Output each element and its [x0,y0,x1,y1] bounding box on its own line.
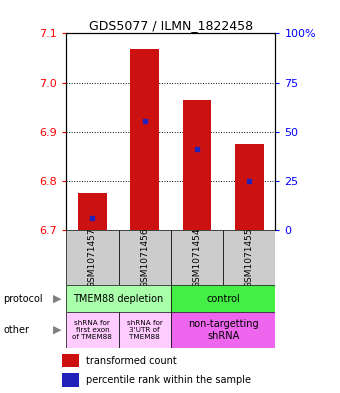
Bar [62,354,79,367]
Bar [235,144,264,230]
Bar [183,100,211,230]
Bar [62,373,79,387]
Text: ▶: ▶ [53,325,61,335]
Text: shRNA for
3'UTR of
TMEM88: shRNA for 3'UTR of TMEM88 [127,320,163,340]
Text: control: control [206,294,240,304]
Bar [171,230,223,285]
Text: GSM1071456: GSM1071456 [140,227,149,288]
Text: GSM1071457: GSM1071457 [88,227,97,288]
Text: non-targetting
shRNA: non-targetting shRNA [188,320,258,341]
Bar [119,230,171,285]
Bar [119,312,171,348]
Bar [130,49,159,230]
Bar [223,230,275,285]
Bar [78,193,107,230]
Title: GDS5077 / ILMN_1822458: GDS5077 / ILMN_1822458 [89,19,253,32]
Bar [66,285,171,312]
Text: shRNA for
first exon
of TMEM88: shRNA for first exon of TMEM88 [72,320,113,340]
Bar [171,285,275,312]
Bar [66,230,119,285]
Text: other: other [3,325,29,335]
Text: TMEM88 depletion: TMEM88 depletion [73,294,164,304]
Text: protocol: protocol [3,294,43,304]
Text: GSM1071454: GSM1071454 [192,227,202,288]
Text: GSM1071455: GSM1071455 [245,227,254,288]
Bar [66,312,119,348]
Text: percentile rank within the sample: percentile rank within the sample [86,375,251,385]
Text: transformed count: transformed count [86,356,177,365]
Text: ▶: ▶ [53,294,61,304]
Bar [171,312,275,348]
